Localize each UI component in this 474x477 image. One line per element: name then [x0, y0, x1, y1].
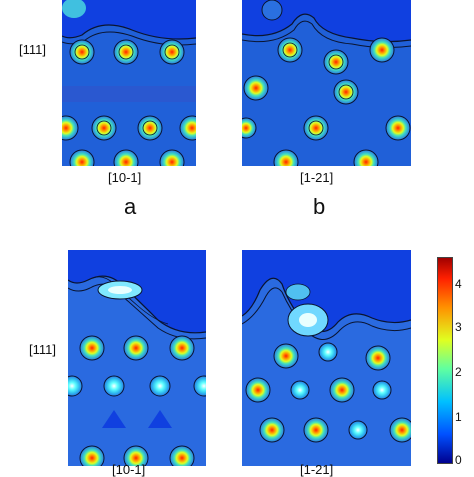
direction-label-c: [10-1] [112, 462, 146, 477]
colorbar-tick-0: 0 [455, 453, 462, 467]
density-map-c [68, 250, 206, 466]
vertical-axis-label-c: [111] [29, 342, 56, 357]
panel-letter-a: a [124, 194, 137, 219]
vertical-axis-label-a: [111] [19, 42, 46, 57]
colorbar-tick-3: 3 [455, 320, 462, 334]
colorbar-tick-1: 1 [455, 410, 462, 424]
colorbar-tick-2: 2 [455, 365, 462, 379]
density-map-d [242, 250, 411, 466]
density-map-b [242, 0, 411, 166]
colorbar-tick-4: 4 [455, 277, 462, 291]
panel-letter-b: b [313, 194, 326, 219]
direction-label-b: [1-21] [300, 170, 334, 185]
direction-label-a: [10-1] [108, 170, 142, 185]
direction-label-d: [1-21] [300, 462, 334, 477]
density-map-a [62, 0, 196, 166]
colorbar [437, 257, 453, 464]
atom-row [62, 39, 196, 166]
